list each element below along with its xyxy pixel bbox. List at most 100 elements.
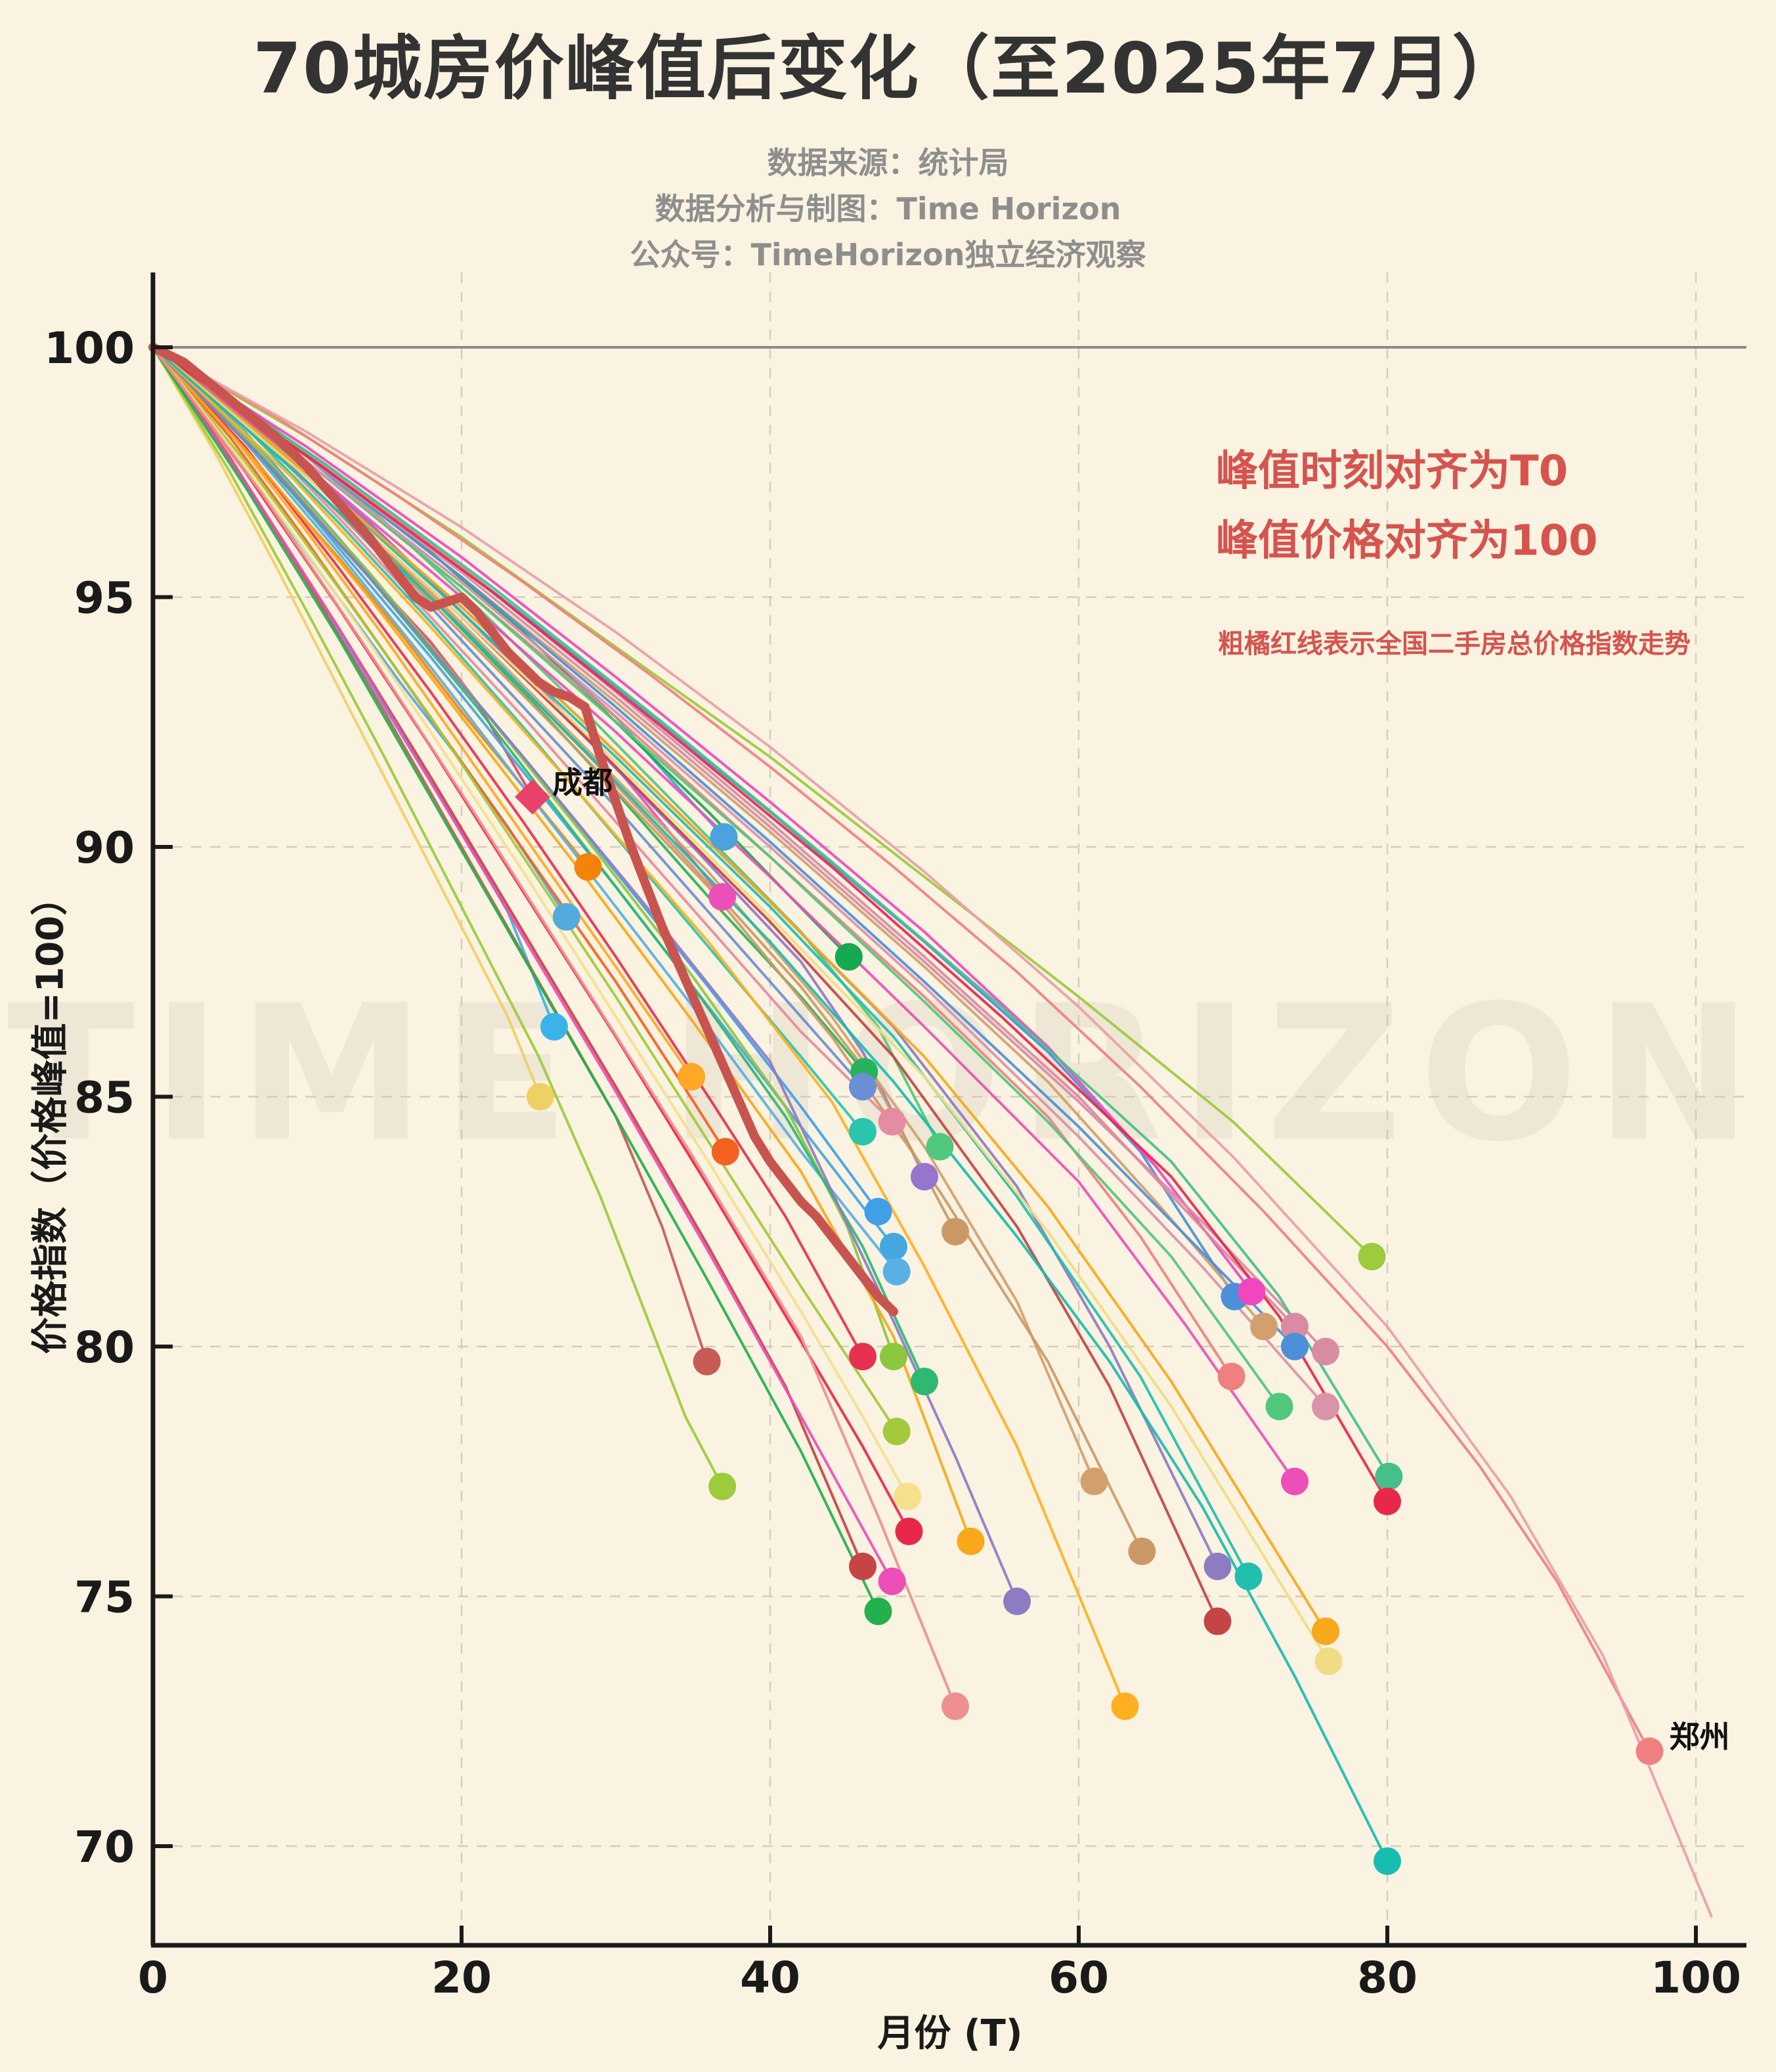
city-end-dot: [1128, 1538, 1156, 1566]
chart-title: 70城房价峰值后变化（至2025年7月）: [253, 28, 1523, 109]
city-end-dot: [1374, 1487, 1401, 1515]
city-line: [152, 346, 1327, 1353]
city-end-dot: [1314, 1647, 1343, 1675]
city-line: [152, 346, 1296, 1348]
x-tick-label: 0: [138, 1953, 168, 2003]
x-tick-label: 80: [1357, 1953, 1418, 2003]
city-end-dot: [882, 1417, 911, 1446]
city-end-dot: [849, 1343, 877, 1371]
city-end-dot: [864, 1597, 892, 1626]
city-line: [152, 346, 1389, 1863]
city-line: [152, 346, 909, 1498]
city-end-dot: [911, 1368, 938, 1396]
city-line: [152, 346, 1327, 1633]
annotation-national-line-note: 粗橘红线表示全国二手房总价格指数走势: [1218, 629, 1691, 659]
city-line: [152, 346, 542, 1098]
city-line: [152, 346, 1281, 1408]
x-axis-label: 月份 (T): [877, 2012, 1023, 2055]
y-tick-label: 95: [74, 573, 135, 624]
city-end-dot: [693, 1347, 721, 1375]
city-line: [152, 346, 708, 1363]
y-tick-label: 80: [74, 1322, 135, 1373]
city-end-dot: [1281, 1312, 1309, 1341]
city-end-dot: [1312, 1392, 1339, 1421]
y-tick-label: 70: [74, 1822, 135, 1872]
city-end-dot: [540, 1012, 568, 1041]
city-line: [152, 346, 898, 1433]
subtitle-credit: 数据分析与制图：Time Horizon: [655, 191, 1121, 227]
city-end-dot: [1265, 1392, 1293, 1421]
x-tick-label: 40: [740, 1953, 800, 2003]
city-line: [152, 346, 957, 1708]
city-end-dot: [1635, 1737, 1664, 1765]
subtitle-account: 公众号：TimeHorizon独立经济观察: [630, 237, 1146, 272]
annotation-align-100: 峰值价格对齐为100: [1216, 517, 1598, 565]
city-line: [152, 346, 1127, 1708]
x-tick-label: 60: [1049, 1953, 1109, 2003]
subtitle-data-source: 数据来源：统计局: [767, 145, 1009, 181]
city-end-dot: [849, 1552, 877, 1580]
city-line: [152, 346, 1296, 1483]
x-tick-label: 100: [1651, 1953, 1741, 2003]
city-end-dot: [849, 1073, 877, 1101]
city-end-dot: [526, 1083, 554, 1111]
city-line: [152, 346, 1096, 1483]
city-end-dot: [1003, 1587, 1031, 1616]
y-axis-label: 价格指数（价格峰值=100）: [29, 878, 72, 1354]
city-line: [152, 346, 1651, 1753]
city-end-dot: [880, 1232, 907, 1261]
y-tick-label: 75: [74, 1572, 135, 1623]
city-end-dot: [911, 1163, 938, 1191]
city-end-dot: [678, 1063, 706, 1091]
city-end-dot: [882, 1257, 911, 1285]
city-end-dot: [834, 943, 863, 971]
city-line: [152, 346, 911, 1533]
city-end-dot: [1358, 1243, 1386, 1271]
city-line: [152, 346, 880, 1613]
city-end-dot: [1111, 1692, 1139, 1720]
city-end-dot: [708, 1473, 737, 1501]
city-line: [152, 346, 894, 1583]
annotation-align-t0: 峰值时刻对齐为T0: [1216, 447, 1569, 496]
city-end-dot: [552, 903, 580, 931]
city-end-dot: [878, 1567, 906, 1595]
city-end-dot: [710, 823, 738, 851]
city-end-dot: [1080, 1467, 1108, 1496]
city-line: [152, 346, 864, 1358]
city-end-dot: [1203, 1552, 1232, 1580]
city-end-dot: [880, 1343, 907, 1371]
city-line: [152, 346, 724, 1488]
national-index-line: [148, 343, 898, 1316]
city-end-dot: [1238, 1278, 1266, 1306]
city-line: [152, 346, 727, 1154]
city-end-dot: [708, 883, 737, 911]
city-end-dot: [957, 1527, 985, 1555]
city-end-dot: [895, 1517, 923, 1545]
city-end-dot: [1312, 1617, 1339, 1645]
city-end-dot: [849, 1117, 877, 1146]
city-end-dot: [942, 1217, 969, 1245]
city-end-dot: [894, 1482, 922, 1511]
city-end-dot: [1203, 1607, 1232, 1635]
city-end-dot: [926, 1133, 954, 1161]
city-line: [152, 346, 1389, 1503]
city-end-dot: [1234, 1563, 1263, 1591]
city-end-dot: [1375, 1462, 1403, 1490]
x-tick-label: 20: [431, 1953, 492, 2003]
city-label: 成都: [552, 765, 613, 800]
city-line: [152, 346, 1327, 1408]
city-end-dot: [864, 1198, 892, 1226]
y-tick-label: 90: [74, 823, 135, 873]
city-end-dot: [1312, 1337, 1339, 1366]
city-end-dot: [1217, 1362, 1245, 1391]
city-end-dot: [1250, 1312, 1278, 1341]
city-line: [152, 346, 1018, 1603]
city-end-dot: [1374, 1847, 1401, 1875]
city-line: [152, 346, 1391, 1478]
city-end-dot: [711, 1138, 739, 1166]
city-end-dot: [1281, 1333, 1309, 1360]
city-line: [152, 346, 1330, 1663]
city-end-dot: [574, 853, 602, 881]
